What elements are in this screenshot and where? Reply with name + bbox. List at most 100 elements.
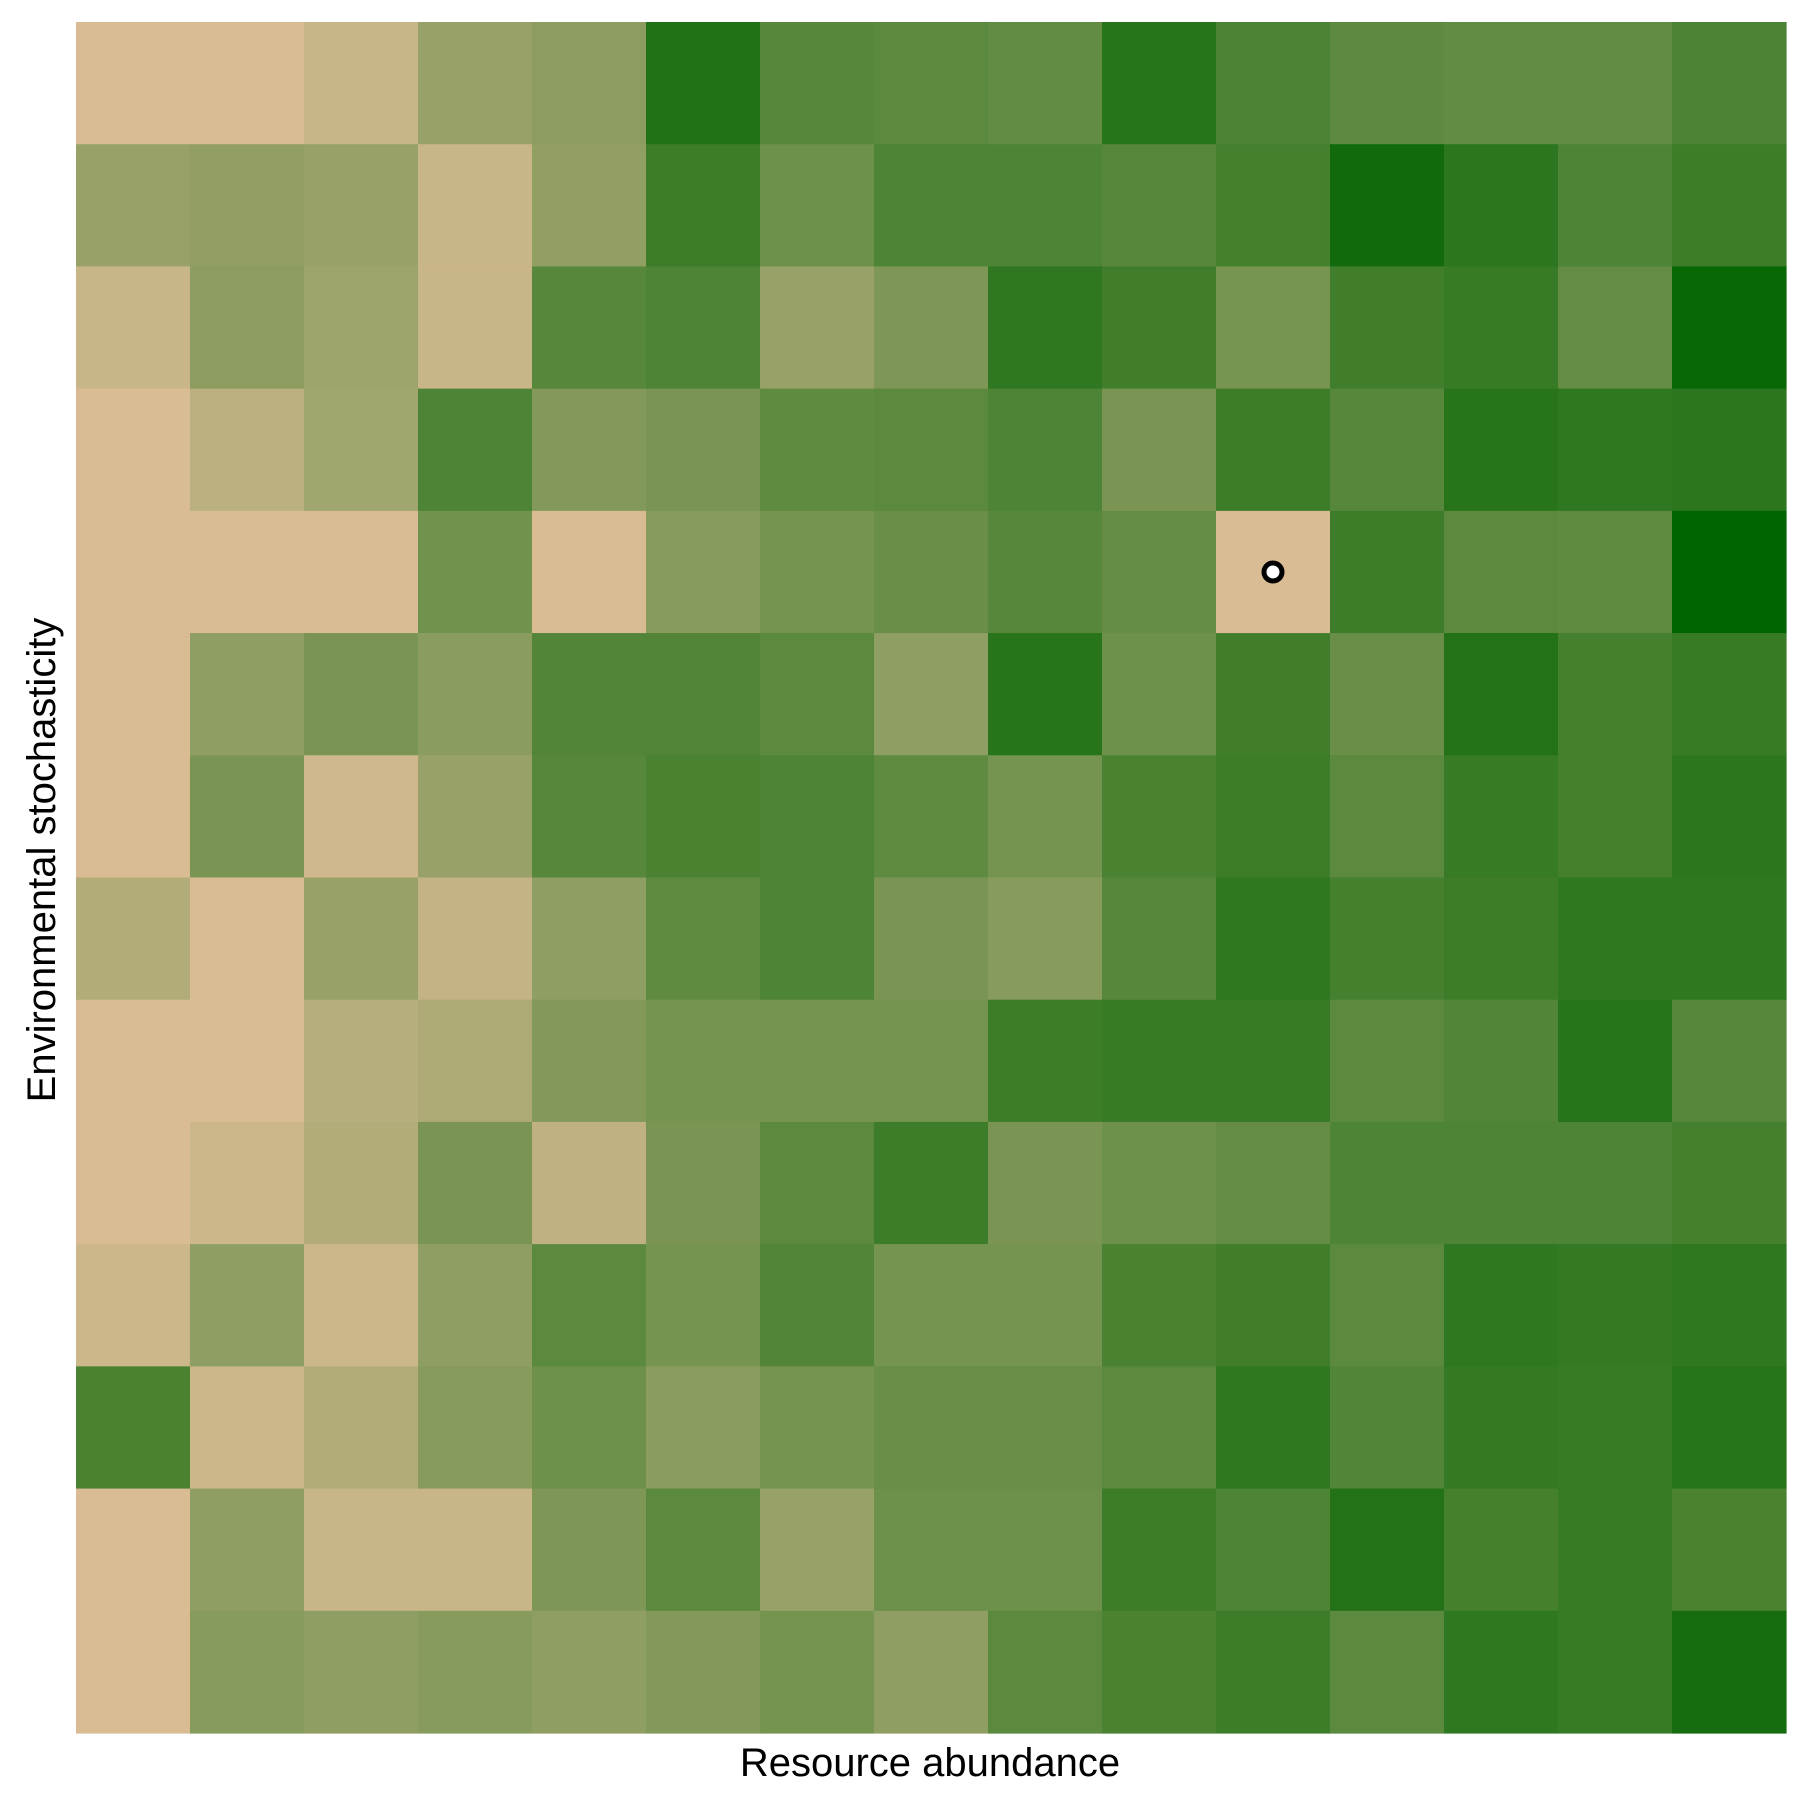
heatmap-cell <box>874 877 989 1001</box>
heatmap-cell <box>1102 999 1217 1123</box>
heatmap-cell <box>760 633 875 756</box>
heatmap-cell <box>1216 1610 1331 1734</box>
heatmap-cell <box>1330 144 1445 268</box>
heatmap-cell <box>532 1488 647 1612</box>
heatmap-cell <box>1558 1121 1673 1245</box>
heatmap-cell <box>1330 266 1445 390</box>
heatmap-cell <box>418 1488 533 1612</box>
heatmap-cell <box>1444 755 1559 879</box>
heatmap-cell <box>988 633 1103 756</box>
heatmap-cell <box>1330 1488 1445 1612</box>
heatmap-cell <box>76 999 191 1123</box>
heatmap-cell <box>646 1610 761 1734</box>
heatmap-cell <box>1330 388 1445 512</box>
heatmap-cell <box>76 22 191 145</box>
heatmap-cell <box>1330 1610 1445 1734</box>
heatmap-cell <box>988 144 1103 268</box>
heatmap-cell <box>1444 22 1559 145</box>
heatmap-cell <box>874 1244 989 1367</box>
heatmap-cell <box>1672 633 1787 756</box>
heatmap-cell <box>1102 144 1217 268</box>
heatmap-cell <box>1444 144 1559 268</box>
heatmap-cell <box>1444 266 1559 390</box>
heatmap-cell <box>190 877 305 1001</box>
heatmap-cell <box>988 1366 1103 1490</box>
heatmap-cell <box>1444 1366 1559 1490</box>
heatmap-cell <box>1102 755 1217 879</box>
heatmap-cell <box>532 22 647 145</box>
heatmap-cell <box>418 633 533 756</box>
heatmap-cell <box>1444 1121 1559 1245</box>
heatmap-cell <box>1216 22 1331 145</box>
heatmap-cell <box>1444 388 1559 512</box>
heatmap-cell <box>1672 877 1787 1001</box>
heatmap-cell <box>1558 266 1673 390</box>
heatmap-cell <box>1558 877 1673 1001</box>
heatmap-cell <box>190 1488 305 1612</box>
heatmap-cell <box>760 877 875 1001</box>
heatmap-cell <box>1558 388 1673 512</box>
heatmap-cell <box>646 633 761 756</box>
heatmap-cell <box>76 1610 191 1734</box>
heatmap-cell <box>1672 510 1787 634</box>
heatmap-cell <box>418 1610 533 1734</box>
heatmap-cell <box>532 266 647 390</box>
heatmap-cell <box>1558 633 1673 756</box>
heatmap-cell <box>190 22 305 145</box>
heatmap-cell <box>1558 1366 1673 1490</box>
heatmap-cell <box>1102 266 1217 390</box>
heatmap-cell <box>1672 999 1787 1123</box>
heatmap-cell <box>1672 144 1787 268</box>
heatmap-cell <box>76 877 191 1001</box>
heatmap-cell <box>532 633 647 756</box>
heatmap-cell <box>646 388 761 512</box>
heatmap-cell <box>646 1121 761 1245</box>
heatmap-cell <box>874 1366 989 1490</box>
heatmap-cell <box>1330 877 1445 1001</box>
heatmap-cell <box>760 999 875 1123</box>
heatmap-cell <box>760 388 875 512</box>
heatmap-cell <box>988 999 1103 1123</box>
heatmap-cell <box>760 144 875 268</box>
heatmap-cell <box>874 1121 989 1245</box>
heatmap-cell <box>988 388 1103 512</box>
heatmap-cell <box>760 1488 875 1612</box>
heatmap-cell <box>532 999 647 1123</box>
heatmap-cell <box>1672 388 1787 512</box>
heatmap-cell <box>988 1488 1103 1612</box>
heatmap-cell <box>1102 1121 1217 1245</box>
heatmap-cell <box>988 1121 1103 1245</box>
heatmap-cell <box>418 755 533 879</box>
heatmap-cell <box>190 999 305 1123</box>
heatmap-cell <box>874 755 989 879</box>
heatmap-cell <box>190 266 305 390</box>
heatmap-cell <box>304 1244 419 1367</box>
heatmap-cell <box>76 266 191 390</box>
heatmap-cell <box>1558 22 1673 145</box>
heatmap-cell <box>304 266 419 390</box>
heatmap-cell <box>304 1488 419 1612</box>
heatmap-cell <box>304 1366 419 1490</box>
heatmap-cell <box>190 1121 305 1245</box>
heatmap-cell <box>418 266 533 390</box>
heatmap-cell <box>646 22 761 145</box>
heatmap-cell <box>1444 1488 1559 1612</box>
heatmap-cell <box>532 388 647 512</box>
heatmap-cell <box>76 633 191 756</box>
heatmap-cell <box>418 877 533 1001</box>
heatmap-cell <box>760 1121 875 1245</box>
heatmap-cell <box>304 22 419 145</box>
heatmap-cell <box>1102 388 1217 512</box>
heatmap-cell <box>1330 999 1445 1123</box>
heatmap-cell <box>760 1610 875 1734</box>
heatmap-cell <box>646 999 761 1123</box>
heatmap-cell <box>1672 1366 1787 1490</box>
heatmap-cell <box>760 266 875 390</box>
heatmap-cell <box>1558 1244 1673 1367</box>
heatmap-cell <box>190 510 305 634</box>
heatmap-cell <box>1330 510 1445 634</box>
heatmap-cell <box>418 999 533 1123</box>
heatmap-cell <box>1330 1244 1445 1367</box>
heatmap-cell <box>874 22 989 145</box>
